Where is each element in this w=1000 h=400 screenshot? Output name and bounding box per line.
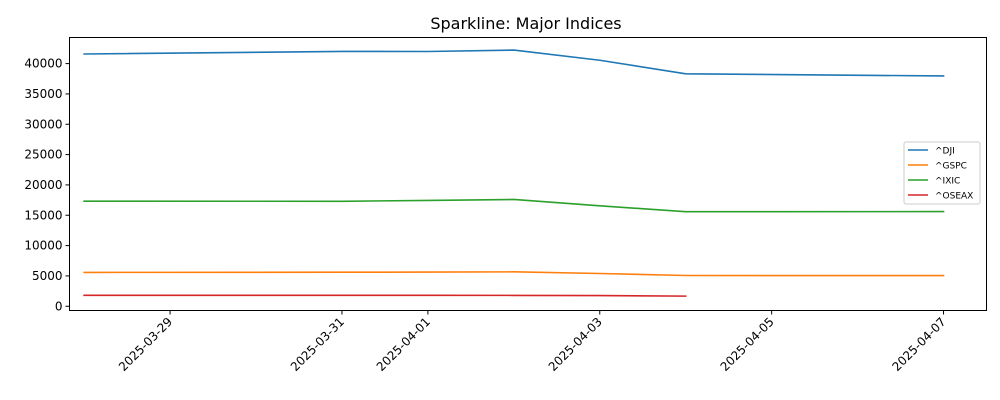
y-tick-label: 40000 <box>24 57 62 71</box>
y-tick-label: 20000 <box>24 178 62 192</box>
y-axis: 0 5000 10000 15000 20000 25000 30000 35000 40000 <box>24 57 70 313</box>
legend-box <box>903 141 981 205</box>
y-tick-label: 30000 <box>24 117 62 131</box>
series-line-gspc <box>83 271 945 277</box>
legend-label: ^IXIC <box>935 177 960 187</box>
series-layer <box>83 49 945 297</box>
legend-label: ^GSPC <box>935 162 967 172</box>
y-tick-label: 0 <box>55 299 63 313</box>
y-tick-label: 35000 <box>24 87 62 101</box>
x-tick-label: 2025-04-03 <box>546 315 605 374</box>
x-tick-label: 2025-03-31 <box>288 315 347 374</box>
x-tick-label: 2025-04-07 <box>889 315 948 374</box>
x-axis: 2025-03-29 2025-03-31 2025-04-01 2025-04-03… <box>116 310 949 374</box>
chart-title: Sparkline: Major Indices <box>430 14 621 33</box>
y-tick-label: 15000 <box>24 208 62 222</box>
series-line-oseax <box>83 294 687 297</box>
plot-frame <box>69 37 987 311</box>
y-tick-label: 10000 <box>24 239 62 253</box>
x-tick-label: 2025-03-29 <box>116 315 175 374</box>
legend-label: ^DJI <box>935 147 955 157</box>
y-tick-label: 25000 <box>24 148 62 162</box>
legend-label: ^OSEAX <box>935 192 973 202</box>
x-tick-label: 2025-04-05 <box>718 315 777 374</box>
y-tick-label: 5000 <box>32 269 63 283</box>
legend: ^DJI ^GSPC ^IXIC ^OSEAX <box>903 141 981 205</box>
x-tick-label: 2025-04-01 <box>374 315 433 374</box>
series-line-ixic <box>83 198 945 213</box>
series-line-dji <box>83 49 945 77</box>
